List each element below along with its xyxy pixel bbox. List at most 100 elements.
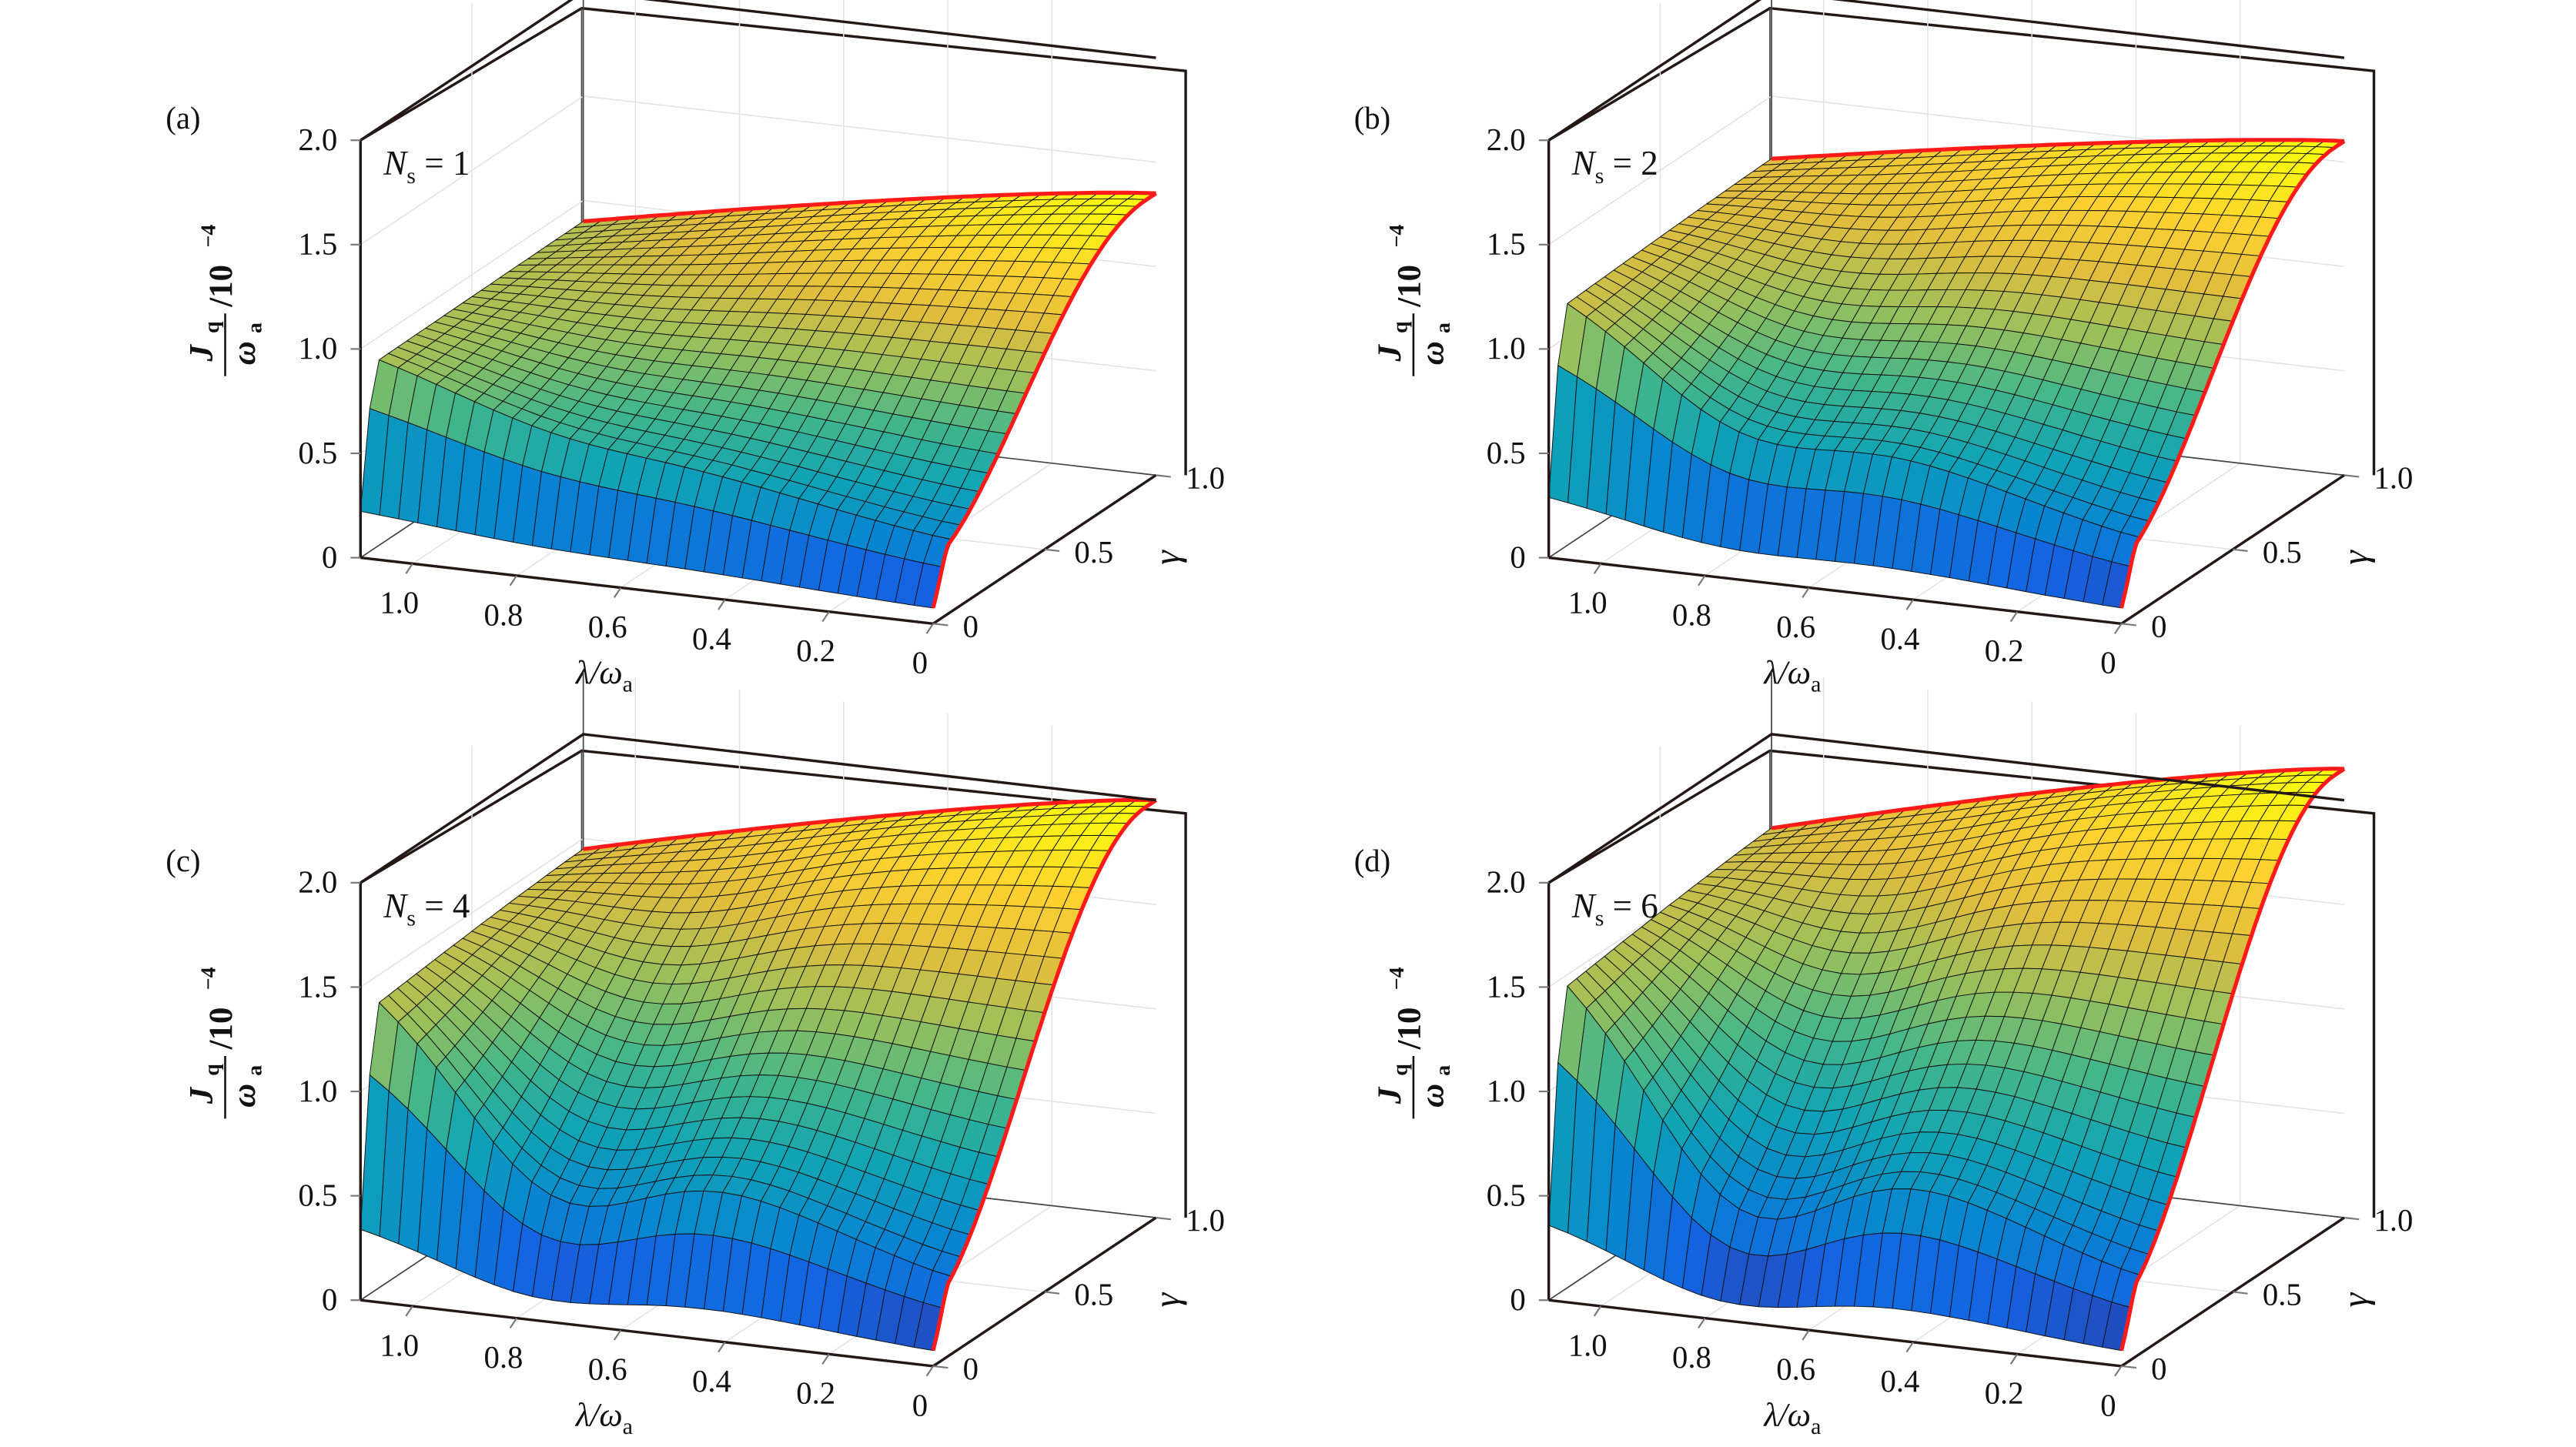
lambda-tick-label: 0 [2100, 1388, 2116, 1422]
z-label-numerator: J [183, 1086, 219, 1104]
gamma-tick-label: 0.5 [1074, 1278, 1113, 1312]
lambda-tick [1593, 563, 1602, 574]
lambda-tick [2009, 611, 2019, 623]
z-tick-label: 0.5 [1487, 436, 1526, 470]
z-label-denominator-sub: a [243, 322, 267, 333]
z-tick-label: 0 [1510, 1282, 1525, 1317]
lambda-tick-label: 0.6 [588, 610, 627, 644]
z-label-denominator: ω [1415, 1084, 1451, 1108]
z-label-denominator: ω [1415, 341, 1451, 365]
z-tick-label: 2.0 [298, 122, 337, 157]
z-tick-label: 1.5 [1487, 969, 1526, 1004]
panel-c: 0 0.5 1.0 1.5 2.0 1.0 0.8 0.6 0.4 0.2 0 0 0.5 1.0 λ/ωa… [166, 671, 1225, 1440]
z-tick-label: 1.0 [1487, 1074, 1526, 1108]
z-label-scale: /10 [203, 265, 239, 308]
gamma-tick-label: 0 [963, 609, 979, 643]
z-label-numerator: J [1372, 1086, 1408, 1104]
lambda-tick-label: 0.4 [692, 621, 731, 656]
y-axis-label: γ [1148, 550, 1188, 565]
gamma-tick [1156, 474, 1171, 478]
highlight-curve-gamma1 [1771, 767, 2344, 830]
gamma-tick-label: 1.0 [2374, 1203, 2414, 1238]
top-box-edge [360, 733, 1156, 884]
gamma-tick-label: 1.0 [2374, 461, 2414, 496]
z-tick-label: 2.0 [1487, 865, 1526, 900]
z-tick-label: 2.0 [298, 865, 337, 900]
highlight-curve-lambda0 [2119, 139, 2346, 609]
panel-d: 0 0.5 1.0 1.5 2.0 1.0 0.8 0.6 0.4 0.2 0 0 0.5 1.0 λ/ωa… [1354, 671, 2414, 1440]
z-tick-label: 1.0 [1487, 331, 1526, 366]
z-tick-label: 0 [1510, 540, 1525, 574]
box-top-outline [360, 749, 1187, 1218]
gamma-tick [1044, 1291, 1060, 1295]
lambda-tick [821, 1353, 830, 1365]
lambda-axis-line [1548, 1298, 2122, 1368]
lambda-tick [2114, 623, 2123, 634]
z-label-denominator: ω [226, 1084, 263, 1108]
ns-annotation: Ns = 1 [383, 144, 470, 189]
highlight-curve-lambda0 [2119, 767, 2346, 1352]
lambda-tick-label: 0.8 [484, 1340, 524, 1375]
z-label-denominator: ω [226, 341, 263, 365]
highlight-curve-gamma1 [1771, 138, 2345, 161]
gamma-tick [932, 1365, 948, 1369]
lambda-tick [925, 623, 935, 634]
z-tick-label: 0.5 [298, 1178, 337, 1212]
lambda-tick-label: 0 [912, 1388, 928, 1422]
lambda-tick [2009, 1353, 2019, 1365]
gamma-tick-label: 1.0 [1186, 1203, 1225, 1238]
lambda-tick-label: 0.8 [1672, 1340, 1711, 1375]
z-tick-label: 0.5 [298, 436, 337, 470]
z-label-numerator-sub: q [200, 321, 224, 333]
box-top-outline [1547, 749, 2376, 1218]
lambda-tick [1698, 575, 1706, 586]
z-tick-label: 0 [322, 1282, 337, 1317]
top-box-edge [1547, 0, 2345, 142]
lambda-tick-label: 0.4 [1880, 621, 1919, 656]
gamma-tick [2121, 623, 2136, 627]
lambda-tick [1802, 586, 1810, 598]
box-top-outline [360, 6, 1187, 476]
z-tick-label: 0 [322, 540, 337, 574]
gamma-tick [1044, 548, 1060, 553]
lambda-tick [509, 575, 518, 586]
y-axis-label: γ [2336, 550, 2376, 565]
top-box-edge [1547, 733, 2345, 884]
gamma-tick-label: 0.5 [1074, 535, 1113, 570]
highlight-curve-gamma1 [583, 190, 1156, 224]
ns-annotation: Ns = 6 [1571, 887, 1658, 931]
z-label-numerator: J [183, 343, 219, 362]
z-label-denominator-sub: a [1431, 1065, 1455, 1076]
lambda-tick [1593, 1305, 1602, 1317]
ns-annotation: Ns = 4 [383, 887, 470, 931]
lambda-tick [405, 563, 413, 574]
panel-a: 0 0.5 1.0 1.5 2.0 1.0 0.8 0.6 0.4 0.2 0 0 0.5 1.0 λ/ωa… [166, 0, 1225, 697]
gamma-tick-label: 0.5 [2263, 535, 2302, 570]
lambda-tick [1905, 1342, 1914, 1353]
gamma-tick [2343, 474, 2360, 478]
z-label-numerator-sub: q [200, 1064, 224, 1076]
z-label-numerator: J [1372, 343, 1408, 362]
x-axis-label: λ/ωa [1762, 1398, 1821, 1440]
panel-label: (c) [166, 844, 200, 878]
lambda-tick [718, 1342, 726, 1353]
box-top-outline [1547, 6, 2376, 476]
z-tick-label: 1.0 [298, 1074, 337, 1108]
z-label-scale: /10 [1391, 1008, 1427, 1051]
z-tick-label: 1.0 [298, 331, 337, 366]
z-tick-label: 1.5 [1487, 227, 1526, 262]
highlight-curve-lambda0 [931, 798, 1157, 1352]
z-label-numerator-sub: q [1388, 321, 1412, 333]
gamma-tick [932, 623, 948, 627]
gamma-tick [2233, 1291, 2248, 1295]
x-axis-label: λ/ωa [574, 1398, 633, 1440]
lambda-tick-label: 0.2 [1985, 633, 2024, 668]
lambda-tick [1802, 1329, 1810, 1341]
z-label-denominator-sub: a [1431, 322, 1455, 333]
z-tick-label: 0.5 [1487, 1178, 1526, 1212]
z-label-scale: /10 [203, 1008, 239, 1051]
gamma-tick-label: 0 [963, 1352, 979, 1386]
surface-mesh [360, 192, 1156, 609]
